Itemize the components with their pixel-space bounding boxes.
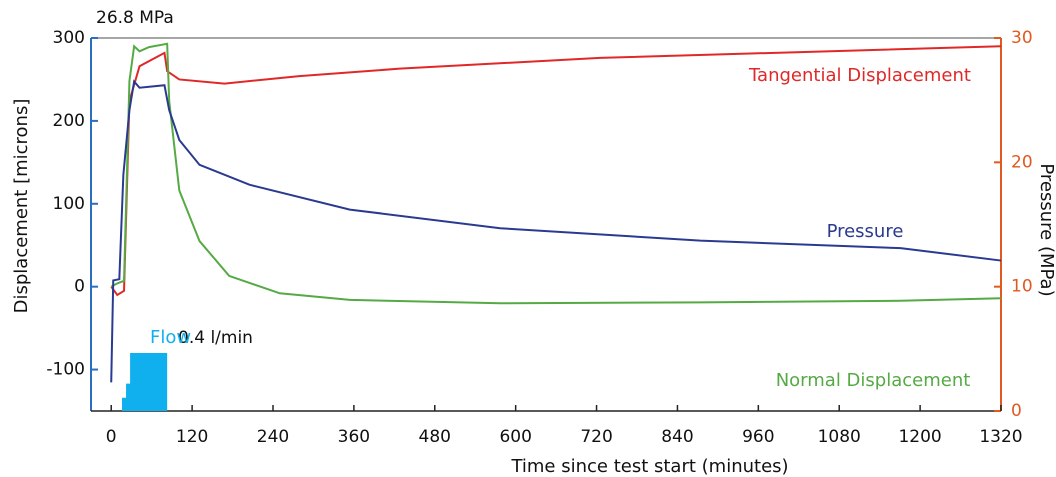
y-tick-label: 100 bbox=[53, 194, 85, 214]
x-axis-label: Time since test start (minutes) bbox=[510, 456, 788, 477]
y2-tick-label: 20 bbox=[1011, 152, 1033, 172]
series-line bbox=[110, 79, 1002, 383]
y2-axis-label: Pressure (MPa) bbox=[1036, 163, 1056, 296]
y2-tick-label: 10 bbox=[1011, 277, 1033, 297]
x-tick-label: 720 bbox=[580, 427, 612, 447]
x-tick-label: 600 bbox=[499, 427, 531, 447]
x-tick-label: 0 bbox=[106, 427, 117, 447]
chart-title: 26.8 MPa bbox=[96, 8, 174, 28]
series-label: Normal Displacement bbox=[776, 370, 971, 391]
flow-area bbox=[122, 352, 168, 411]
series-label: Tangential Displacement bbox=[748, 65, 971, 86]
x-tick-label: 1320 bbox=[979, 427, 1022, 447]
y2-tick-label: 0 bbox=[1011, 401, 1022, 421]
x-tick-label: 240 bbox=[257, 427, 289, 447]
y-axis-label: Displacement [microns] bbox=[11, 99, 32, 314]
y-tick-label: 300 bbox=[53, 28, 85, 48]
x-tick-label: 840 bbox=[661, 427, 693, 447]
x-tick-label: 480 bbox=[419, 427, 451, 447]
series-label: Flow bbox=[150, 327, 191, 348]
y2-tick-label: 30 bbox=[1011, 28, 1033, 48]
y-tick-label: 0 bbox=[74, 277, 85, 297]
y-tick-label: 200 bbox=[53, 111, 85, 131]
y-tick-label: -100 bbox=[46, 360, 85, 380]
x-tick-label: 960 bbox=[742, 427, 774, 447]
x-tick-label: 120 bbox=[176, 427, 208, 447]
x-tick-label: 1080 bbox=[818, 427, 861, 447]
series-label: Pressure bbox=[827, 221, 904, 242]
annotation: 0.4 l/min bbox=[178, 328, 253, 348]
x-tick-label: 360 bbox=[338, 427, 370, 447]
x-tick-label: 1200 bbox=[898, 427, 941, 447]
